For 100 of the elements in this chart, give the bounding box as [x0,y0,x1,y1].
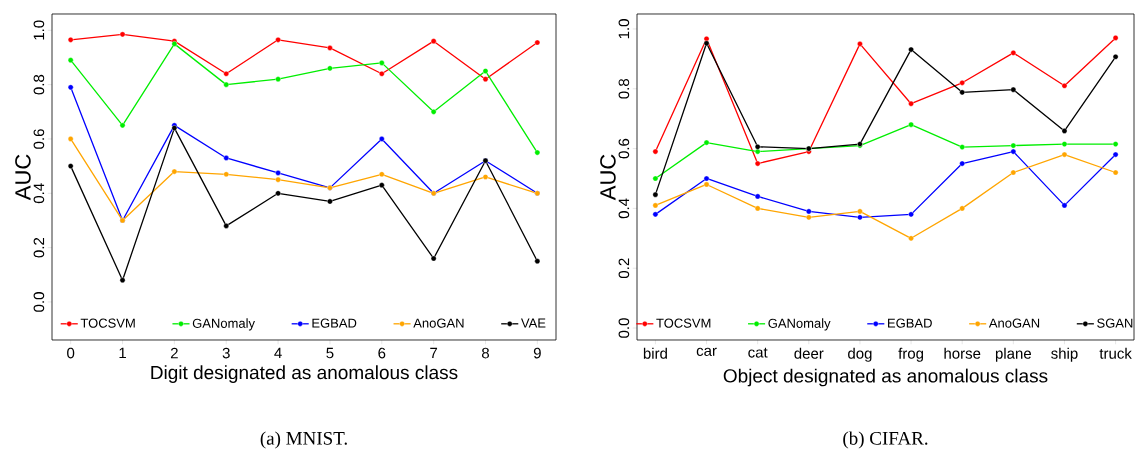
point [857,41,863,47]
point [908,46,914,53]
point [1010,50,1017,56]
x-tick-label: 5 [326,347,334,359]
point [1112,151,1119,158]
text: (a) MNIST. [260,431,347,449]
point [378,70,385,77]
point [223,70,230,77]
point [754,148,761,155]
point [223,223,230,229]
point [67,84,74,91]
x-tick-label: 8 [481,347,490,359]
y-tick-label: 0.6 [33,129,45,149]
point [857,214,863,221]
point [119,122,126,129]
x-tick-label: ship [1051,347,1078,362]
legend-label: EGBAD [888,318,932,328]
point [1010,169,1017,176]
x-tick-label: frog [898,347,924,362]
point [119,31,126,38]
x-tick-label: cat [748,347,768,358]
point [908,100,914,107]
point [1112,169,1119,176]
legend-label: SGAN [1097,318,1133,328]
y-tick-label: 1.0 [33,20,45,40]
x-tick-label: deer [794,347,824,359]
point [275,76,281,82]
text: (b) CIFAR. [843,431,928,449]
point [430,108,437,115]
x-tick-label: 0 [67,347,75,359]
point [1010,148,1017,155]
legend-label: GANomaly [768,318,831,331]
legend-label: AnoGAN [988,318,1040,328]
point [223,155,230,161]
point [908,211,914,218]
x-tick-label: 6 [378,347,386,359]
point [703,181,710,188]
point [119,277,126,284]
point [1061,202,1068,209]
point [275,37,281,43]
point [171,168,178,175]
x-tick-label: car [696,347,717,356]
legend-label: TOCSVM [656,318,711,328]
point [327,45,333,51]
point [1112,141,1119,147]
y-tick-label: 0.0 [33,292,45,312]
point [652,211,659,218]
point [959,160,965,167]
y-tick-label: 0.4 [618,198,630,219]
x-tick-label: 3 [222,347,230,359]
x-tick-label: plane [995,347,1031,362]
y-axis-title: AUC [600,154,616,201]
x-tick-label: bird [643,347,667,359]
point [959,205,965,212]
point [223,81,230,88]
legend-label: EGBAD [312,318,357,328]
point [908,235,914,242]
point [959,79,965,86]
point [67,57,74,63]
y-tick-label: 0.2 [33,237,45,258]
point [223,171,230,178]
y-tick-label: 0.8 [618,78,630,99]
y-tick-label: 1.0 [618,19,630,39]
point [275,190,281,197]
point [378,60,385,66]
point [1112,53,1119,60]
legend-label: AnoGAN [413,318,464,328]
point [534,258,541,265]
point [652,175,659,182]
point [327,65,333,72]
x-tick-label: dog [848,347,872,362]
y-axis-title: AUC [15,154,31,201]
legend-label: GANomaly [192,318,255,331]
point [857,208,863,215]
x-axis-title: Object designated as anomalous class [723,368,1048,387]
x-tick-label: 7 [430,347,438,359]
point [430,255,437,262]
point [703,139,710,146]
point [1010,86,1017,93]
point [67,37,74,43]
point [378,182,385,188]
x-tick-label: 2 [170,347,178,359]
point [482,174,489,180]
point [430,38,437,44]
point [67,136,74,142]
point [275,176,281,183]
point [754,205,761,212]
point [703,40,710,47]
point [327,198,333,205]
point [806,214,812,221]
point [534,39,541,46]
legend-label: VAE [520,318,546,328]
point [378,171,385,178]
y-tick-label: 0.0 [618,318,630,338]
point [703,175,710,182]
y-tick-label: 0.8 [33,74,45,95]
point [275,170,281,176]
y-tick-label: 0.2 [618,258,630,279]
point [908,121,914,128]
point [959,89,965,96]
